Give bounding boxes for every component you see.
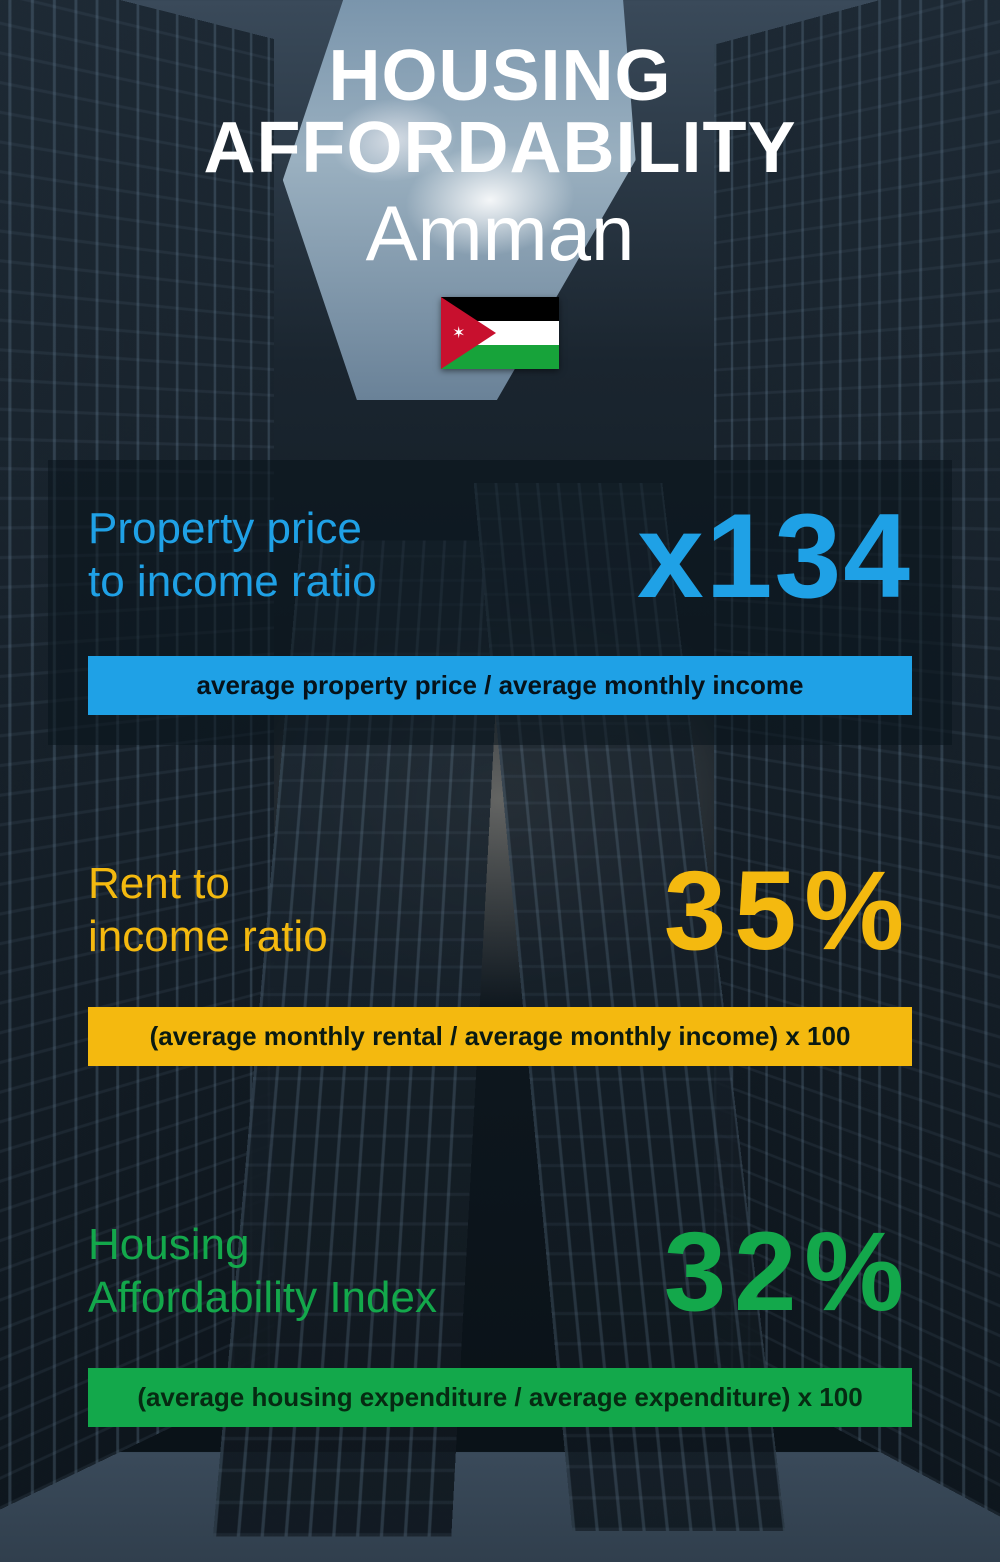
- infographic-content: HOUSING AFFORDABILITY Amman ✶ Property p…: [0, 0, 1000, 1427]
- metric-card-affordability-index: Housing Affordability Index 32% (average…: [48, 1216, 952, 1427]
- metric-label: Property price to income ratio: [88, 503, 377, 609]
- metric-formula: (average monthly rental / average monthl…: [88, 1007, 912, 1066]
- metric-row: Property price to income ratio x134: [88, 496, 912, 616]
- jordan-flag-icon: ✶: [441, 297, 559, 369]
- metric-formula: average property price / average monthly…: [88, 656, 912, 715]
- metric-row: Rent to income ratio 35%: [88, 855, 912, 967]
- metric-value: 35%: [664, 855, 912, 967]
- metric-formula: (average housing expenditure / average e…: [88, 1368, 912, 1427]
- metric-value: 32%: [664, 1216, 912, 1328]
- flag-container: ✶: [48, 297, 952, 374]
- metric-value: x134: [637, 496, 912, 616]
- metric-label: Rent to income ratio: [88, 858, 328, 964]
- city-name: Amman: [48, 188, 952, 279]
- flag-star-icon: ✶: [452, 326, 465, 342]
- metric-card-rent-to-income: Rent to income ratio 35% (average monthl…: [48, 855, 952, 1066]
- page-title: HOUSING AFFORDABILITY: [48, 40, 952, 184]
- metric-label: Housing Affordability Index: [88, 1219, 437, 1325]
- metric-card-price-to-income: Property price to income ratio x134 aver…: [48, 460, 952, 745]
- metric-row: Housing Affordability Index 32%: [88, 1216, 912, 1328]
